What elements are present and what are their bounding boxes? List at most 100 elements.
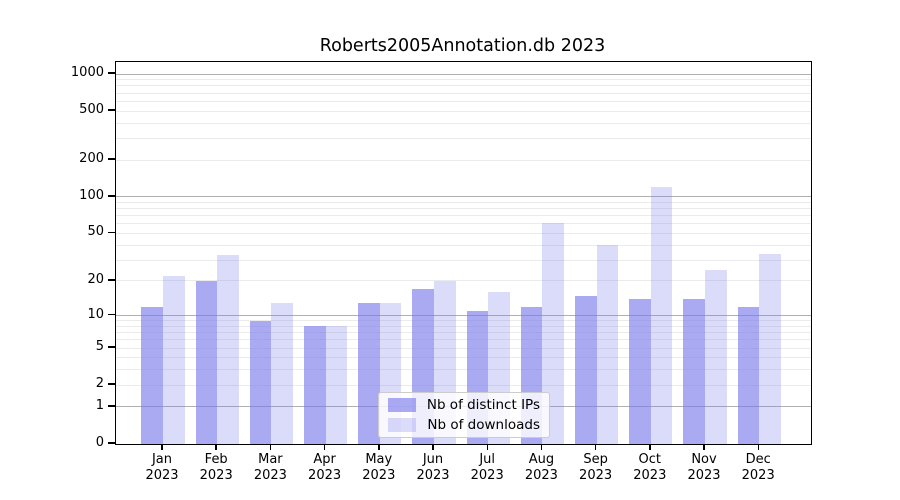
gridline-minor-600 xyxy=(116,100,811,102)
x-tick-year: 2023 xyxy=(687,468,721,483)
x-tick-year: 2023 xyxy=(470,468,504,483)
y-tick-label-1: 1 xyxy=(95,397,104,413)
y-tick-0 xyxy=(108,442,115,444)
x-tick-label-may: May 2023 xyxy=(347,452,411,484)
y-tick-50 xyxy=(108,231,115,234)
x-tick-year: 2023 xyxy=(524,468,558,483)
bar-distinct-ips-dec xyxy=(737,306,760,444)
bar-downloads-dec xyxy=(759,253,781,444)
x-tick-year: 2023 xyxy=(362,468,396,483)
y-tick-label-50: 50 xyxy=(87,224,104,240)
gridline-minor-2 xyxy=(116,384,811,386)
x-tick-year: 2023 xyxy=(145,468,179,483)
x-tick-label-jul: Jul 2023 xyxy=(455,452,519,484)
x-tick-feb xyxy=(215,444,217,450)
x-tick-month: Feb xyxy=(204,452,228,467)
x-tick-month: May xyxy=(365,452,393,467)
y-tick-label-0: 0 xyxy=(95,435,104,450)
bar-downloads-oct xyxy=(650,187,673,444)
y-tick-5 xyxy=(108,346,115,348)
y-tick-2 xyxy=(108,383,115,385)
bar-distinct-ips-jan xyxy=(141,306,163,444)
bar-distinct-ips-feb xyxy=(195,280,218,444)
x-tick-month: Sep xyxy=(583,452,608,467)
x-tick-month: Apr xyxy=(313,452,336,467)
x-tick-year: 2023 xyxy=(741,468,775,483)
x-tick-apr xyxy=(323,444,326,450)
bar-downloads-jan xyxy=(163,276,185,444)
y-tick-200 xyxy=(108,158,115,160)
legend-swatch-downloads xyxy=(388,418,416,432)
gridline-minor-20 xyxy=(116,280,811,282)
gridline-minor-6 xyxy=(116,339,811,341)
gridline-minor-50 xyxy=(116,232,811,234)
gridline-minor-8 xyxy=(116,325,811,327)
y-tick-10 xyxy=(108,313,115,316)
x-tick-year: 2023 xyxy=(253,468,287,483)
x-tick-year: 2023 xyxy=(579,468,613,483)
gridline-minor-5 xyxy=(116,347,811,349)
x-tick-label-nov: Nov 2023 xyxy=(672,452,736,484)
bar-distinct-ips-apr xyxy=(304,326,326,444)
x-tick-month: Mar xyxy=(258,452,283,467)
x-tick-label-apr: Apr 2023 xyxy=(293,452,357,484)
legend-label-distinct-ips: Nb of distinct IPs xyxy=(426,397,540,413)
bar-distinct-ips-may xyxy=(358,302,380,444)
legend: Nb of distinct IPs Nb of downloads xyxy=(378,392,550,438)
x-tick-sep xyxy=(594,444,597,450)
y-tick-label-200: 200 xyxy=(79,151,104,166)
legend-label-downloads: Nb of downloads xyxy=(427,417,540,433)
x-tick-label-mar: Mar 2023 xyxy=(238,452,302,484)
bar-distinct-ips-sep xyxy=(575,295,597,444)
gridline-minor-900 xyxy=(116,79,811,81)
x-tick-label-jun: Jun 2023 xyxy=(401,452,465,484)
y-tick-label-20: 20 xyxy=(87,271,104,287)
bar-distinct-ips-oct xyxy=(629,299,651,444)
bar-downloads-nov xyxy=(705,269,727,444)
x-tick-month: Nov xyxy=(691,452,717,467)
y-tick-1 xyxy=(108,405,115,407)
bar-distinct-ips-mar xyxy=(249,320,272,444)
x-tick-month: Jun xyxy=(422,452,444,467)
gridline-minor-9 xyxy=(116,320,811,322)
y-tick-100 xyxy=(108,195,115,197)
gridline-minor-60 xyxy=(116,223,811,225)
x-tick-year: 2023 xyxy=(416,468,450,483)
y-tick-label-1000: 1000 xyxy=(70,65,104,80)
x-tick-month: Jul xyxy=(479,452,496,467)
x-tick-year: 2023 xyxy=(633,468,667,483)
bar-downloads-mar xyxy=(271,302,293,444)
x-tick-month: Jan xyxy=(151,452,173,467)
legend-item-distinct-ips: Nb of distinct IPs xyxy=(388,397,540,413)
bar-downloads-aug xyxy=(542,223,564,444)
gridline-minor-70 xyxy=(116,215,811,217)
gridline-minor-4 xyxy=(116,357,811,359)
x-tick-label-sep: Sep 2023 xyxy=(564,452,628,484)
plot-area: Nb of distinct IPs Nb of downloads xyxy=(115,61,812,445)
gridline-major-10 xyxy=(116,315,811,317)
gridline-minor-90 xyxy=(116,201,811,203)
x-tick-oct xyxy=(649,444,651,450)
x-tick-mar xyxy=(269,444,272,450)
x-tick-label-aug: Aug 2023 xyxy=(509,452,573,484)
x-tick-label-oct: Oct 2023 xyxy=(618,452,682,484)
bar-downloads-sep xyxy=(596,245,619,444)
gridline-major-1000 xyxy=(116,73,811,75)
gridline-minor-3 xyxy=(116,369,811,371)
y-tick-label-10: 10 xyxy=(87,306,104,322)
y-tick-label-500: 500 xyxy=(79,102,104,118)
y-tick-1000 xyxy=(108,72,115,74)
gridline-minor-30 xyxy=(116,259,811,261)
x-tick-jan xyxy=(161,444,163,450)
x-tick-aug xyxy=(540,444,543,450)
x-tick-jul xyxy=(486,444,488,450)
x-tick-jun xyxy=(432,444,434,450)
y-tick-500 xyxy=(108,109,115,111)
gridline-minor-300 xyxy=(116,137,811,139)
y-tick-label-5: 5 xyxy=(95,339,104,354)
gridline-minor-40 xyxy=(116,244,811,246)
x-tick-year: 2023 xyxy=(308,468,342,483)
bar-distinct-ips-nov xyxy=(683,299,705,444)
x-tick-nov xyxy=(703,444,705,450)
